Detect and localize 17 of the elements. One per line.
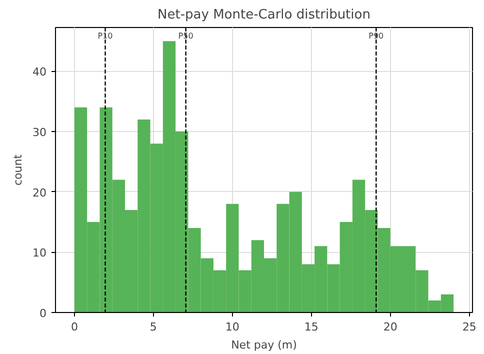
- y-tick-label: 40: [32, 66, 47, 79]
- y-tick-label: 0: [40, 307, 46, 320]
- x-tick-label: 5: [150, 320, 157, 334]
- ref-line-label: P50: [178, 32, 194, 40]
- ref-line-label: P90: [368, 32, 384, 40]
- chart-title: Net-pay Monte-Carlo distribution: [158, 8, 370, 22]
- x-tick-label: 0: [70, 320, 78, 334]
- ref-line-label: P10: [98, 32, 113, 40]
- x-tick-label: 10: [225, 320, 240, 334]
- x-tick-label: 20: [383, 320, 398, 334]
- x-tick-label: 15: [304, 320, 318, 334]
- x-tick-label: 25: [462, 320, 476, 334]
- y-tick-label: 10: [32, 246, 47, 260]
- y-tick-label: 30: [32, 126, 47, 140]
- y-axis-title: count: [12, 154, 25, 186]
- x-axis-title: Net pay (m): [231, 338, 297, 352]
- y-tick-label: 20: [32, 186, 47, 200]
